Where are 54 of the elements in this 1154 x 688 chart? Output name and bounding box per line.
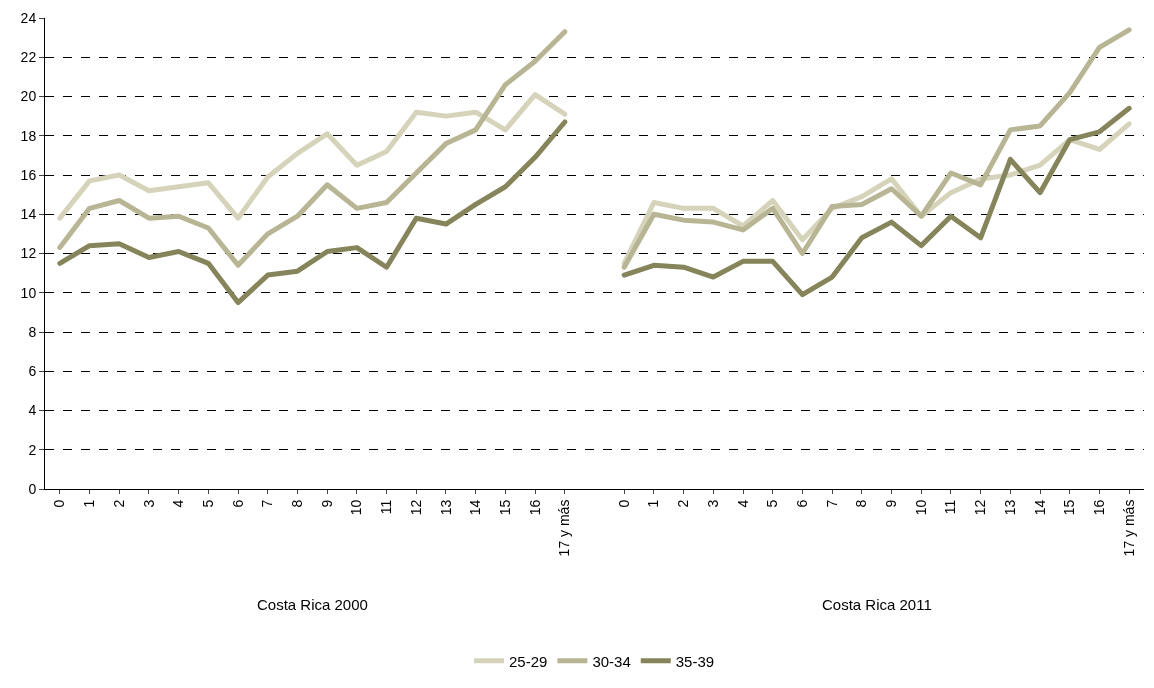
x-tick-label: 2 (675, 499, 692, 508)
x-tick-label: 0 (51, 499, 68, 508)
x-tick-label: 4 (170, 499, 187, 508)
x-tick-label: 5 (199, 499, 216, 508)
x-tick-label: 12 (972, 499, 989, 516)
x-tick-label: 6 (229, 499, 246, 508)
x-tick-label: 12 (407, 499, 424, 516)
y-tick-label: 2 (28, 441, 37, 458)
y-tick-label: 10 (20, 284, 37, 301)
x-tick-label: 14 (1031, 499, 1048, 516)
x-tick-label: 17 y más (1120, 499, 1137, 557)
x-tick-label: 14 (467, 499, 484, 516)
x-tick-label: 7 (823, 499, 840, 508)
y-tick-label: 12 (20, 245, 37, 262)
x-tick-label: 13 (437, 499, 454, 516)
x-tick-label: 8 (289, 499, 306, 508)
y-tick-label: 20 (20, 88, 37, 105)
x-tick-label: 9 (883, 499, 900, 508)
x-tick-label: 16 (526, 499, 543, 516)
y-tick-label: 24 (20, 9, 37, 26)
legend-label: 25-29 (509, 652, 548, 670)
x-tick-label: 3 (704, 499, 721, 508)
x-tick-label: 13 (1001, 499, 1018, 516)
x-tick-label: 8 (853, 499, 870, 508)
x-tick-label: 15 (1061, 499, 1078, 516)
x-tick-label: 0 (615, 499, 632, 508)
x-tick-label: 1 (645, 499, 662, 508)
x-tick-label: 17 y más (556, 499, 573, 557)
x-tick-label: 3 (140, 499, 157, 508)
x-tick-label: 11 (942, 499, 959, 515)
legend-label: 35-39 (675, 652, 715, 670)
y-tick-label: 22 (20, 49, 37, 66)
y-tick-label: 18 (20, 127, 37, 144)
x-tick-label: 2 (110, 499, 127, 508)
y-tick-label: 16 (20, 166, 37, 183)
x-tick-label: 1 (81, 499, 98, 508)
text: Costa Rica 2000 (257, 596, 368, 613)
text: Costa Rica 2011 (822, 596, 932, 613)
y-tick-label: 6 (28, 363, 37, 380)
x-tick-label: 5 (764, 499, 781, 508)
x-tick-label: 11 (378, 499, 395, 515)
x-tick-label: 9 (318, 499, 335, 508)
y-tick-label: 8 (28, 323, 37, 340)
x-tick-label: 4 (734, 499, 751, 508)
y-tick-label: 4 (28, 402, 37, 419)
x-tick-label: 10 (912, 499, 929, 516)
x-tick-label: 10 (348, 499, 365, 516)
legend-label: 30-34 (592, 652, 631, 670)
x-tick-label: 15 (496, 499, 513, 516)
x-tick-label: 16 (1091, 499, 1107, 516)
x-tick-label: 6 (793, 499, 810, 508)
y-tick-label: 0 (28, 480, 37, 497)
x-tick-label: 7 (259, 499, 276, 508)
y-tick-label: 14 (20, 206, 37, 223)
